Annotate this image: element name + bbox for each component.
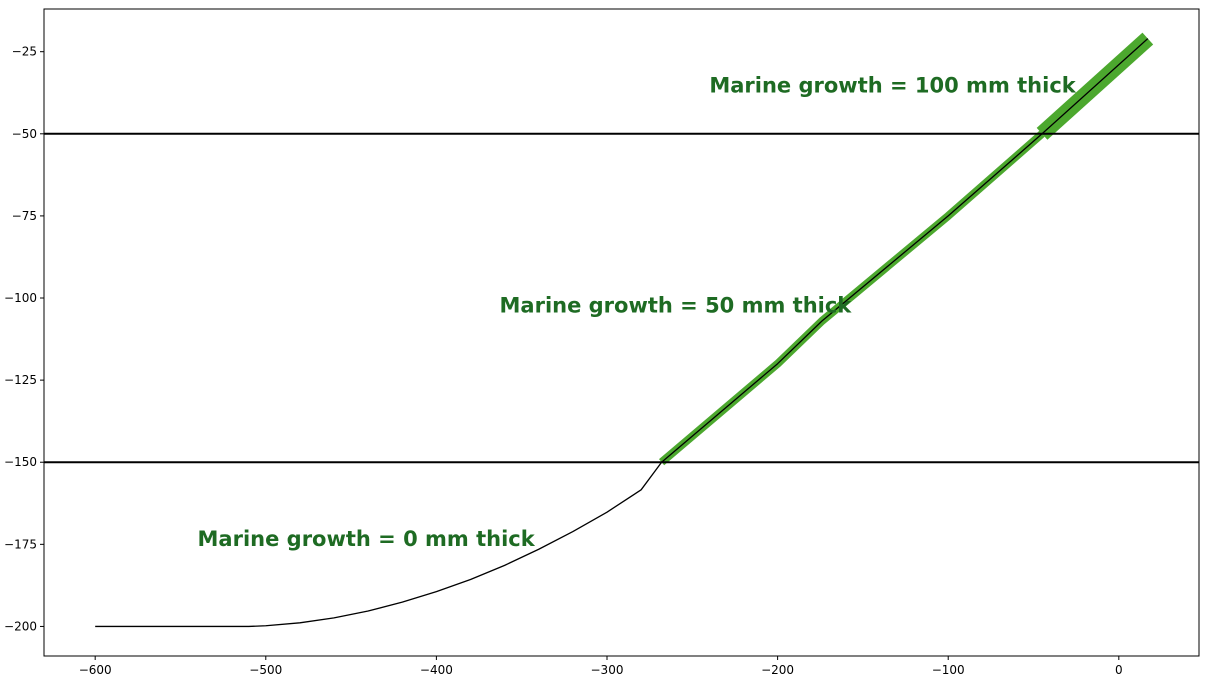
y-tick-label: −50	[12, 127, 37, 141]
x-tick-label: 0	[1115, 663, 1123, 677]
zone-label-0: Marine growth = 0 mm thick	[198, 527, 536, 551]
depth-boundaries	[44, 132, 1199, 464]
x-tick-label: −300	[591, 663, 624, 677]
x-axis-ticks: −600 −500 −400 −300 −200 −100 0	[79, 656, 1123, 677]
series-line	[95, 38, 1149, 628]
zone-annotations: Marine growth = 0 mm thick Marine growth …	[198, 74, 1077, 551]
zone-label-2: Marine growth = 100 mm thick	[709, 74, 1076, 98]
plot-frame	[43, 8, 1200, 657]
y-tick-label: −175	[4, 537, 37, 551]
plot-frame-rect	[43, 8, 1200, 657]
y-tick-label: −25	[12, 45, 37, 59]
x-tick-label: −100	[932, 663, 965, 677]
x-tick-label: −200	[761, 663, 794, 677]
y-tick-label: −150	[4, 455, 37, 469]
y-tick-label: −75	[12, 209, 37, 223]
y-axis-ticks: −25 −50 −75 −100 −125 −150 −175 −200	[4, 45, 44, 633]
x-tick-label: −400	[420, 663, 453, 677]
series-lines	[95, 38, 1149, 628]
y-tick-label: −200	[4, 619, 37, 633]
y-tick-label: −100	[4, 291, 37, 305]
x-tick-label: −600	[79, 663, 112, 677]
growth-bands	[659, 32, 1154, 466]
zone-label-1: Marine growth = 50 mm thick	[500, 294, 853, 318]
y-tick-label: −125	[4, 373, 37, 387]
x-tick-label: −500	[249, 663, 282, 677]
